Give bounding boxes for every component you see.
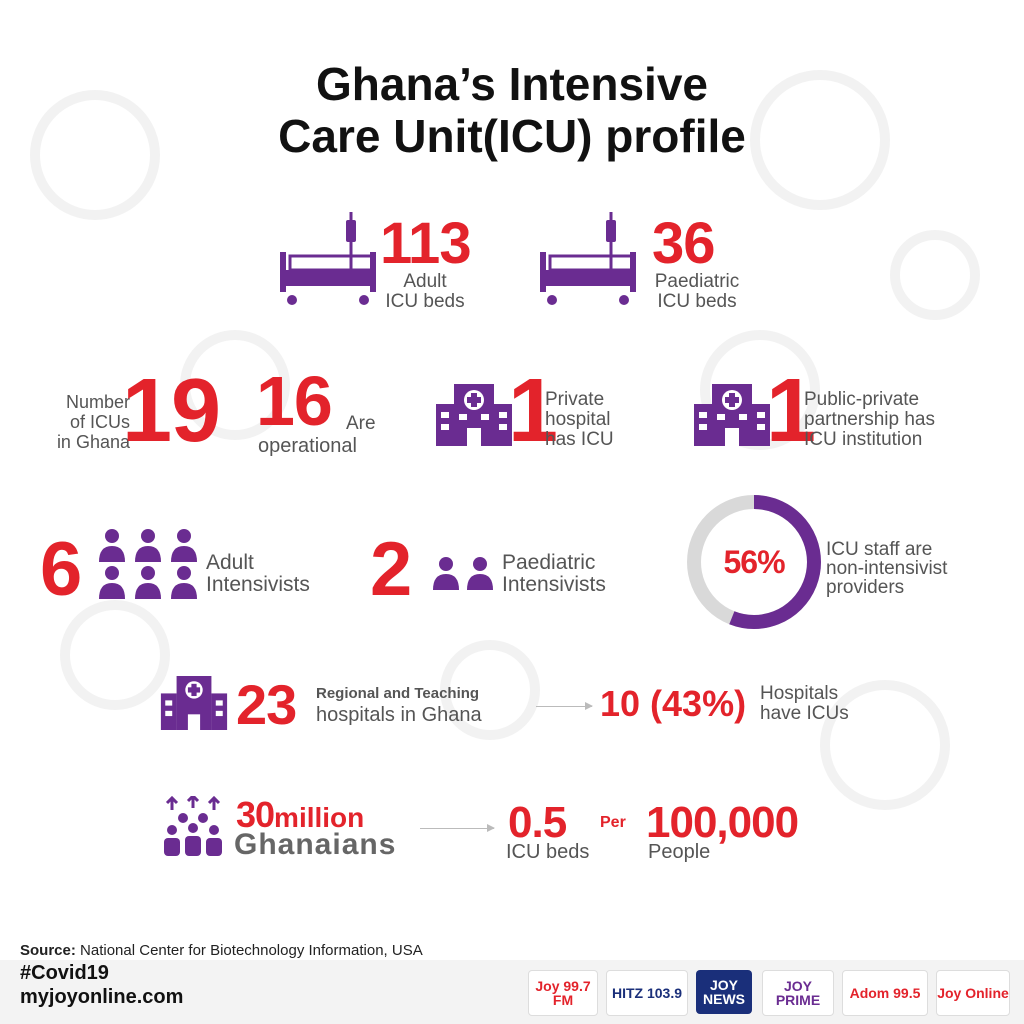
ppp-label: Public-private partnership has ICU insti…: [804, 389, 935, 450]
paediatric-intensivists-label: Paediatric Intensivists: [502, 551, 606, 596]
paediatric-beds-value: 36: [652, 211, 716, 276]
regional-hospitals-label-1: Regional and Teaching: [316, 685, 480, 702]
page-title: Ghana’s Intensive Care Unit(ICU) profile: [0, 58, 1024, 162]
non-intensivist-label: ICU staff are non-intensivist providers: [826, 539, 948, 598]
per-label: Per: [600, 814, 626, 831]
hospitals-with-icu-value: 10 (43%): [600, 683, 747, 724]
per-people-label: People: [648, 841, 711, 863]
title-line-2: Care Unit(ICU) profile: [278, 110, 746, 162]
hospital-bed-icon: [540, 212, 636, 305]
paediatric-beds-label: Paediatric ICU beds: [654, 271, 740, 312]
source-text: National Center for Biotechnology Inform…: [80, 942, 423, 959]
hitz-logo[interactable]: HITZ 103.9: [606, 970, 688, 1016]
private-hospital-value: 1: [508, 361, 558, 461]
non-intensivist-donut: [687, 495, 821, 629]
source-prefix: Source:: [20, 942, 76, 959]
hospital-building-icon: [160, 676, 228, 730]
regional-hospitals-value: 23: [236, 673, 297, 736]
virus-decoration: [60, 600, 170, 710]
doctors-group-icon: [99, 529, 197, 599]
number-of-icus-value: 19: [122, 361, 221, 461]
population-growth-icon: [164, 796, 222, 856]
ppp-value: 1: [766, 361, 816, 461]
source-line: Source: National Center for Biotechnolog…: [20, 942, 423, 959]
hospitals-with-icu-label: Hospitals have ICUs: [760, 683, 849, 724]
operational-icus-value: 16: [256, 362, 333, 440]
adom-logo[interactable]: Adom 99.5: [842, 970, 928, 1016]
paediatric-intensivists-value: 2: [370, 527, 412, 612]
joy-fm-logo[interactable]: Joy 99.7 FM: [528, 970, 598, 1016]
non-intensivist-arc: [687, 495, 821, 629]
virus-decoration: [180, 330, 290, 440]
joy-prime-logo[interactable]: JOY PRIME: [762, 970, 834, 1016]
regional-hospitals-label-2: hospitals in Ghana: [316, 704, 482, 726]
adult-intensivists-value: 6: [40, 527, 82, 612]
population-value: 30million: [236, 794, 365, 835]
virus-decoration: [890, 230, 980, 320]
virus-decoration: [750, 70, 890, 210]
beds-ratio-label: ICU beds: [506, 841, 590, 863]
number-of-icus-label: Number of ICUs in Ghana: [56, 392, 130, 452]
beds-ratio-value: 0.5: [508, 798, 567, 847]
joy-online-logo[interactable]: Joy Online: [936, 970, 1010, 1016]
private-hospital-label: Private hospital has ICU: [545, 389, 614, 450]
doctors-pair-icon: [433, 557, 493, 590]
hospital-bed-icon: [280, 212, 376, 305]
virus-decoration: [820, 680, 950, 810]
population-label: Ghanaians: [234, 828, 397, 861]
non-intensivist-percent: 56%: [723, 544, 785, 580]
virus-decoration: [30, 90, 160, 220]
hospital-building-icon: [694, 384, 770, 446]
joy-news-logo[interactable]: JOY NEWS: [696, 970, 752, 1014]
per-value: 100,000: [646, 798, 799, 847]
arrow-icon: [420, 824, 495, 832]
hashtag: #Covid19: [20, 962, 109, 984]
operational-label-1: Are: [346, 413, 376, 434]
adult-beds-value: 113: [380, 211, 472, 276]
hospital-building-icon: [436, 384, 512, 446]
virus-decoration: [440, 640, 540, 740]
title-line-1: Ghana’s Intensive: [316, 58, 708, 110]
arrow-icon: [536, 702, 593, 710]
adult-beds-label: Adult ICU beds: [385, 271, 465, 312]
site-link[interactable]: myjoyonline.com: [20, 986, 184, 1008]
operational-label-2: operational: [258, 435, 357, 457]
adult-intensivists-label: Adult Intensivists: [206, 551, 310, 596]
